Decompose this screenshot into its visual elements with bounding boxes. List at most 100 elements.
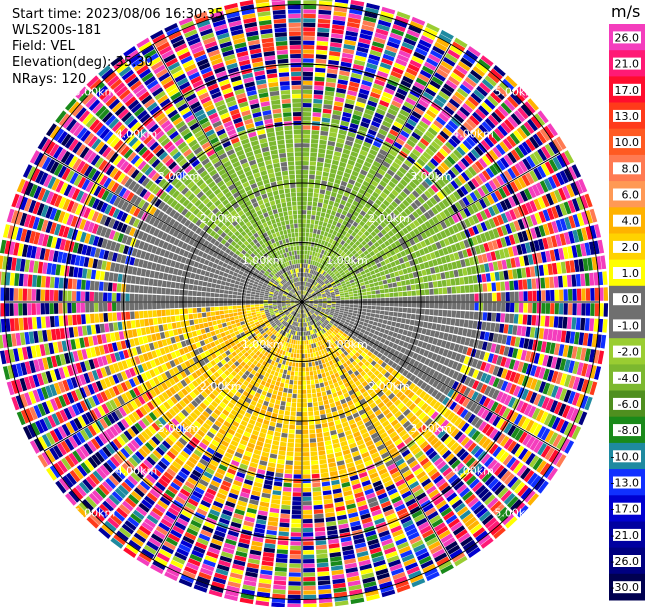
range-gate xyxy=(533,150,544,164)
range-gate xyxy=(491,282,497,292)
range-gate xyxy=(292,344,296,349)
range-gate xyxy=(396,88,408,97)
range-gate xyxy=(382,254,388,260)
range-gate xyxy=(357,42,370,49)
range-gate xyxy=(440,324,446,332)
range-gate xyxy=(522,158,532,171)
range-gate xyxy=(309,165,316,171)
range-gate xyxy=(334,258,340,264)
range-gate xyxy=(415,284,420,290)
range-gate xyxy=(404,159,413,168)
range-gate xyxy=(379,314,384,319)
range-gate xyxy=(319,280,323,284)
range-gate xyxy=(325,516,336,522)
range-gate xyxy=(359,210,367,217)
range-gate xyxy=(273,481,283,487)
range-gate xyxy=(396,264,402,271)
range-gate xyxy=(436,37,450,48)
range-gate xyxy=(415,103,427,112)
range-gate xyxy=(325,290,330,293)
range-gate xyxy=(392,266,398,272)
range-gate xyxy=(278,450,286,456)
range-gate xyxy=(320,270,325,275)
range-gate xyxy=(303,541,314,546)
range-gate xyxy=(558,275,563,288)
range-gate xyxy=(462,196,470,207)
range-gate xyxy=(363,223,370,230)
range-gate xyxy=(317,373,322,379)
range-gate xyxy=(352,274,358,279)
range-gate xyxy=(336,193,343,200)
range-gate xyxy=(350,0,365,7)
range-gate xyxy=(377,19,392,28)
range-gate xyxy=(302,178,308,184)
range-gate xyxy=(337,238,342,244)
range-gate xyxy=(295,425,302,430)
range-gate xyxy=(272,366,277,371)
range-gate xyxy=(336,170,344,176)
range-gate xyxy=(342,236,348,242)
range-gate xyxy=(385,274,391,279)
range-gate xyxy=(297,389,302,394)
range-gate xyxy=(313,352,317,357)
range-gate xyxy=(434,250,441,258)
range-gate xyxy=(383,284,389,289)
range-gate xyxy=(294,452,302,457)
range-gate xyxy=(317,32,330,38)
range-gate xyxy=(490,68,503,80)
range-gate xyxy=(383,218,390,225)
range-gate xyxy=(303,532,314,537)
range-gate xyxy=(490,130,501,142)
range-gate xyxy=(365,104,376,112)
range-gate xyxy=(381,57,393,66)
range-gate xyxy=(312,280,316,285)
range-gate xyxy=(304,299,309,302)
range-gate xyxy=(315,540,327,546)
range-gate xyxy=(442,310,448,317)
range-gate xyxy=(340,120,350,127)
range-gate xyxy=(302,192,308,197)
range-gate xyxy=(333,11,347,17)
range-gate xyxy=(382,279,388,285)
range-gate xyxy=(360,184,368,191)
range-gate xyxy=(372,278,378,283)
range-gate xyxy=(427,322,433,329)
range-gate xyxy=(427,275,433,282)
range-gate xyxy=(379,310,385,315)
range-gate xyxy=(442,56,456,67)
range-gate xyxy=(394,271,400,277)
range-gate xyxy=(413,107,425,116)
range-gate xyxy=(269,507,280,514)
range-gate xyxy=(513,233,520,244)
range-gate xyxy=(332,155,341,161)
range-gate xyxy=(353,290,358,294)
range-gate xyxy=(367,199,374,206)
range-gate xyxy=(345,30,358,37)
range-gate xyxy=(295,340,298,345)
range-gate xyxy=(308,416,314,421)
range-gate xyxy=(545,193,554,206)
range-gate xyxy=(303,58,314,63)
range-gate xyxy=(302,398,307,403)
range-gate xyxy=(432,234,439,243)
range-gate xyxy=(516,268,522,279)
range-gate xyxy=(320,282,325,286)
range-gate xyxy=(384,293,390,298)
range-gate xyxy=(521,230,529,242)
range-gate xyxy=(362,180,370,188)
range-gate xyxy=(302,407,308,412)
range-gate xyxy=(292,357,296,363)
range-gate xyxy=(415,174,424,183)
range-gate xyxy=(368,266,374,272)
range-gate xyxy=(327,283,332,287)
range-gate xyxy=(306,287,310,292)
range-gate xyxy=(345,271,351,276)
range-gate xyxy=(296,353,299,359)
range-gate xyxy=(318,273,322,278)
range-gate xyxy=(305,263,308,269)
range-gate xyxy=(288,384,293,389)
range-gate xyxy=(307,393,312,399)
range-gate xyxy=(450,318,456,326)
range-gate xyxy=(496,238,503,249)
range-gate xyxy=(358,188,366,195)
